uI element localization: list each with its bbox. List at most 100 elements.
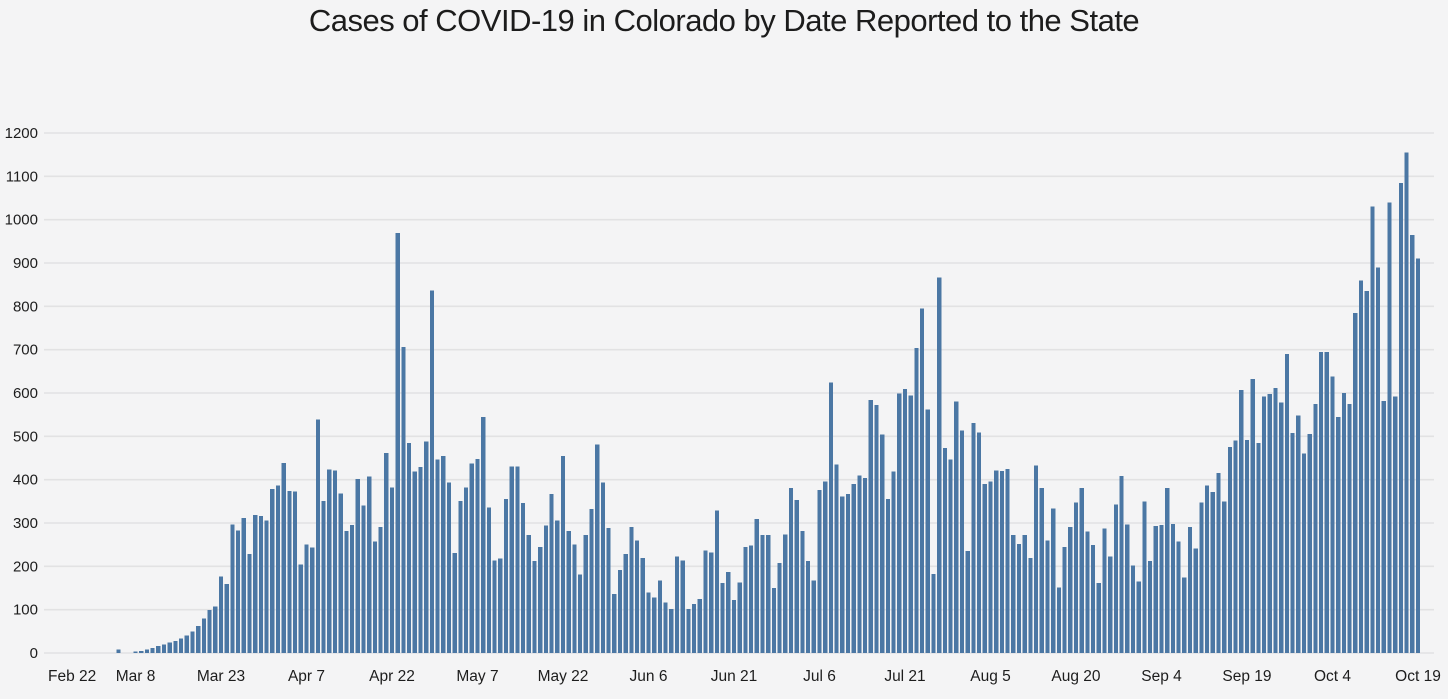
case-bar[interactable] bbox=[264, 520, 269, 653]
case-bar[interactable] bbox=[247, 553, 252, 653]
case-bar[interactable] bbox=[663, 602, 668, 653]
case-bar[interactable] bbox=[486, 507, 491, 653]
case-bar[interactable] bbox=[469, 463, 474, 653]
case-bar[interactable] bbox=[902, 389, 908, 653]
case-bar[interactable] bbox=[139, 650, 144, 653]
case-bar[interactable] bbox=[287, 490, 292, 653]
case-bar[interactable] bbox=[1142, 501, 1147, 653]
case-bar[interactable] bbox=[344, 531, 349, 653]
case-bar[interactable] bbox=[1199, 502, 1204, 653]
case-bar[interactable] bbox=[629, 526, 634, 653]
case-bar[interactable] bbox=[1353, 312, 1358, 653]
case-bar[interactable] bbox=[1301, 453, 1307, 653]
case-bar[interactable] bbox=[794, 500, 799, 653]
case-bar[interactable] bbox=[600, 482, 605, 653]
case-bar[interactable] bbox=[236, 530, 241, 653]
case-bar[interactable] bbox=[1404, 152, 1409, 654]
case-bar[interactable] bbox=[697, 598, 702, 653]
case-bar[interactable] bbox=[179, 638, 184, 653]
case-bar[interactable] bbox=[1313, 403, 1318, 653]
case-bar[interactable] bbox=[1022, 535, 1027, 653]
case-bar[interactable] bbox=[407, 442, 412, 653]
case-bar[interactable] bbox=[959, 430, 965, 653]
case-bar[interactable] bbox=[868, 399, 873, 653]
case-bar[interactable] bbox=[304, 544, 309, 653]
case-bar[interactable] bbox=[532, 561, 537, 653]
case-bar[interactable] bbox=[389, 487, 395, 653]
case-bar[interactable] bbox=[680, 560, 685, 653]
case-bar[interactable] bbox=[845, 493, 851, 653]
case-bar[interactable] bbox=[589, 509, 594, 653]
case-bar[interactable] bbox=[686, 609, 691, 653]
case-bar[interactable] bbox=[731, 600, 737, 653]
case-bar[interactable] bbox=[908, 395, 913, 653]
case-bar[interactable] bbox=[1347, 403, 1352, 653]
case-bar[interactable] bbox=[1205, 485, 1210, 653]
case-bar[interactable] bbox=[640, 558, 645, 653]
case-bar[interactable] bbox=[1119, 475, 1124, 653]
case-bar[interactable] bbox=[1307, 434, 1312, 653]
case-bar[interactable] bbox=[834, 464, 839, 654]
case-bar[interactable] bbox=[1233, 440, 1238, 653]
case-bar[interactable] bbox=[1085, 531, 1090, 653]
case-bar[interactable] bbox=[281, 463, 286, 653]
case-bar[interactable] bbox=[184, 635, 189, 653]
case-bar[interactable] bbox=[327, 469, 332, 653]
case-bar[interactable] bbox=[241, 517, 246, 653]
case-bar[interactable] bbox=[230, 524, 235, 653]
case-bar[interactable] bbox=[498, 558, 503, 653]
case-bar[interactable] bbox=[1011, 535, 1016, 653]
case-bar[interactable] bbox=[1324, 351, 1329, 653]
case-bar[interactable] bbox=[538, 546, 543, 653]
case-bar[interactable] bbox=[1216, 473, 1221, 653]
case-bar[interactable] bbox=[429, 290, 434, 653]
case-bar[interactable] bbox=[560, 455, 566, 653]
case-bar[interactable] bbox=[840, 496, 845, 653]
case-bar[interactable] bbox=[749, 545, 754, 653]
case-bar[interactable] bbox=[1165, 487, 1170, 653]
case-bar[interactable] bbox=[424, 441, 429, 653]
case-bar[interactable] bbox=[167, 642, 172, 653]
case-bar[interactable] bbox=[213, 606, 218, 653]
case-bar[interactable] bbox=[1039, 487, 1044, 653]
case-bar[interactable] bbox=[1273, 387, 1278, 653]
case-bar[interactable] bbox=[692, 604, 697, 653]
case-bar[interactable] bbox=[1381, 400, 1386, 653]
case-bar[interactable] bbox=[617, 569, 623, 653]
case-bar[interactable] bbox=[418, 467, 423, 653]
case-bar[interactable] bbox=[161, 644, 167, 653]
case-bar[interactable] bbox=[817, 490, 822, 653]
case-bar[interactable] bbox=[452, 552, 457, 653]
case-bar[interactable] bbox=[1005, 468, 1010, 653]
case-bar[interactable] bbox=[521, 503, 526, 653]
case-bar[interactable] bbox=[196, 626, 201, 653]
case-bar[interactable] bbox=[566, 531, 571, 653]
case-bar[interactable] bbox=[378, 526, 383, 653]
case-bar[interactable] bbox=[994, 470, 999, 653]
case-bar[interactable] bbox=[258, 516, 263, 653]
case-bar[interactable] bbox=[1398, 182, 1403, 653]
case-bar[interactable] bbox=[1079, 487, 1084, 653]
case-bar[interactable] bbox=[948, 459, 953, 653]
case-bar[interactable] bbox=[224, 584, 229, 653]
case-bar[interactable] bbox=[395, 233, 400, 653]
case-bar[interactable] bbox=[270, 489, 275, 653]
case-bar[interactable] bbox=[1108, 556, 1113, 653]
case-bar[interactable] bbox=[925, 409, 930, 653]
case-bar[interactable] bbox=[1336, 416, 1341, 653]
case-bar[interactable] bbox=[1193, 548, 1198, 653]
case-bar[interactable] bbox=[754, 519, 759, 653]
case-bar[interactable] bbox=[372, 541, 377, 653]
case-bar[interactable] bbox=[1364, 291, 1369, 653]
case-bar[interactable] bbox=[464, 487, 469, 653]
case-bar[interactable] bbox=[623, 553, 628, 653]
case-bar[interactable] bbox=[253, 515, 258, 653]
case-bar[interactable] bbox=[971, 422, 976, 653]
case-bar[interactable] bbox=[942, 448, 947, 653]
case-bar[interactable] bbox=[1159, 525, 1164, 653]
case-bar[interactable] bbox=[931, 574, 936, 653]
case-bar[interactable] bbox=[1187, 526, 1193, 653]
case-bar[interactable] bbox=[555, 520, 560, 653]
case-bar[interactable] bbox=[1125, 524, 1130, 653]
case-bar[interactable] bbox=[1091, 545, 1096, 653]
